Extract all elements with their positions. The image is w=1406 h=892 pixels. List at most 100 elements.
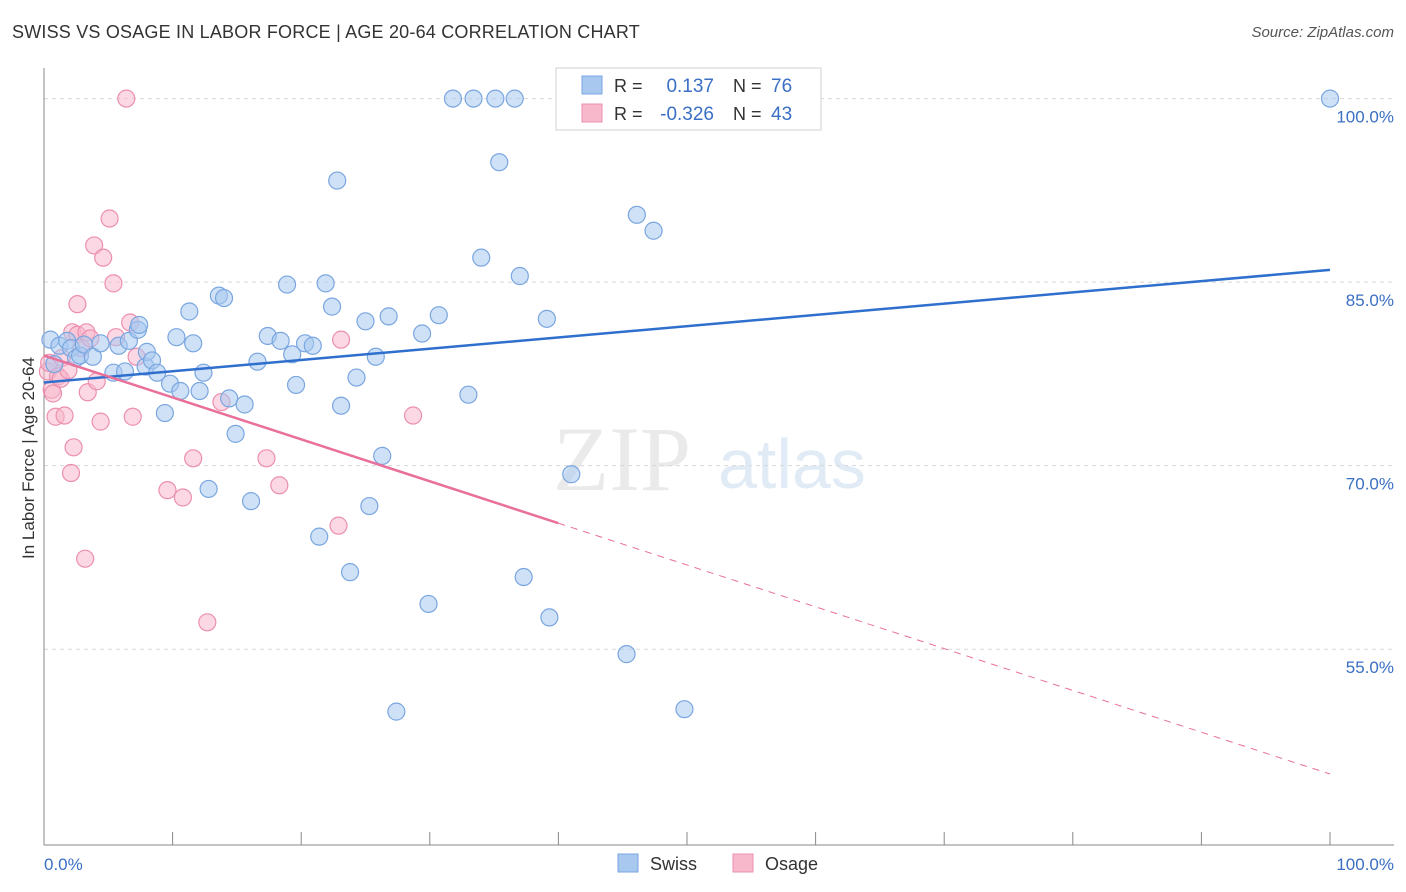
osage-point-12 [64,438,83,457]
swiss-point-43 [310,527,329,546]
swiss-point-12 [115,362,135,381]
y-tick-label-55: 55.0% [1346,658,1394,677]
osage-point-16 [76,549,95,568]
osage-point-3 [43,384,63,403]
swiss-point-28 [199,479,218,499]
swiss-point-25 [184,334,203,353]
osage-point-22 [91,412,110,431]
swiss-point-52 [366,347,385,366]
osage-point-38 [329,516,348,535]
osage-point-36 [257,449,276,468]
osage-r-value: -0.326 [660,104,714,125]
osage-n-label: N = [733,104,762,124]
y-tick-label-85: 85.0% [1346,291,1394,310]
swiss-legend-swatch [581,75,603,95]
swiss-point-61 [464,89,483,108]
watermark-atlas: atlas [718,425,866,503]
grid-lines [44,98,1394,650]
source-credit: Source: ZipAtlas.com [1251,24,1394,41]
swiss-r-value: 0.137 [666,76,714,97]
swiss-point-32 [226,424,245,443]
swiss-point-73 [644,221,663,240]
swiss-point-54 [379,307,398,326]
swiss-point-63 [486,89,505,108]
osage-point-27 [117,89,136,108]
swiss-point-49 [347,368,366,387]
osage-point-10 [61,463,81,483]
swiss-point-39 [283,345,302,364]
swiss-point-34 [241,492,261,511]
swiss-point-64 [490,153,509,172]
swiss-point-26 [190,381,209,401]
legend-swatch-swiss [617,853,639,873]
osage-trend-line-extrapolated [558,522,1331,775]
swiss-point-59 [443,89,463,108]
osage-n-value: 43 [771,104,792,125]
x-tick-label-max: 100.0% [1336,855,1394,874]
osage-point-40 [403,406,423,425]
swiss-point-15 [130,315,149,335]
swiss-point-35 [248,352,267,371]
swiss-point-24 [180,302,199,321]
x-axis-ticks [43,832,1331,845]
osage-point-31 [158,481,177,500]
osage-point-33 [184,449,203,468]
swiss-point-70 [562,465,581,484]
osage-point-39 [331,330,351,349]
y-axis-label: In Labor Force | Age 20-64 [19,357,38,559]
swiss-point-51 [360,496,379,516]
osage-point-37 [270,476,289,495]
osage-trend-line [43,354,559,525]
swiss-point-31 [220,389,239,408]
swiss-point-47 [331,396,351,415]
swiss-point-30 [214,288,234,308]
swiss-point-60 [459,385,478,404]
swiss-point-62 [472,248,491,267]
swiss-point-45 [322,297,342,316]
swiss-point-50 [356,312,375,331]
osage-point-34 [198,613,217,632]
osage-r-label: R = [614,104,643,124]
osage-legend-swatch [581,103,603,123]
swiss-point-20 [155,403,174,423]
series-legend: Swiss Osage [617,853,818,874]
legend-label-swiss: Swiss [650,854,697,874]
swiss-point-9 [91,334,110,353]
swiss-n-label: N = [733,76,762,96]
swiss-point-56 [412,324,432,343]
chart-title: SWISS VS OSAGE IN LABOR FORCE | AGE 20-6… [12,22,640,42]
swiss-point-68 [537,309,556,328]
swiss-point-46 [328,171,347,190]
osage-point-8 [55,406,74,425]
swiss-point-22 [167,328,186,347]
y-tick-label-70: 70.0% [1346,475,1394,494]
swiss-point-74 [675,700,694,719]
watermark-zip: ZIP [553,408,691,510]
osage-point-25 [104,274,123,293]
swiss-n-value: 76 [771,76,792,97]
swiss-point-69 [540,608,559,627]
swiss-point-42 [303,336,322,355]
swiss-point-75 [1320,89,1340,108]
y-tick-label-100: 100.0% [1336,108,1394,127]
swiss-point-71 [617,645,636,664]
swiss-point-58 [429,306,448,325]
trend-lines [43,268,1331,775]
swiss-point-55 [387,702,406,721]
legend-swatch-osage [732,853,754,873]
osage-point-23 [94,248,113,267]
osage-point-20 [85,236,104,255]
legend-label-osage: Osage [765,854,818,874]
swiss-points [41,89,1340,721]
swiss-trend-line [43,268,1331,384]
swiss-point-38 [277,275,297,294]
osage-point-29 [123,407,142,426]
swiss-point-72 [627,205,646,224]
swiss-point-40 [286,375,306,395]
swiss-point-27 [194,363,213,382]
swiss-point-66 [510,266,529,286]
swiss-point-53 [373,446,392,465]
osage-point-14 [68,295,87,314]
swiss-point-33 [235,395,254,414]
swiss-point-48 [340,563,360,582]
